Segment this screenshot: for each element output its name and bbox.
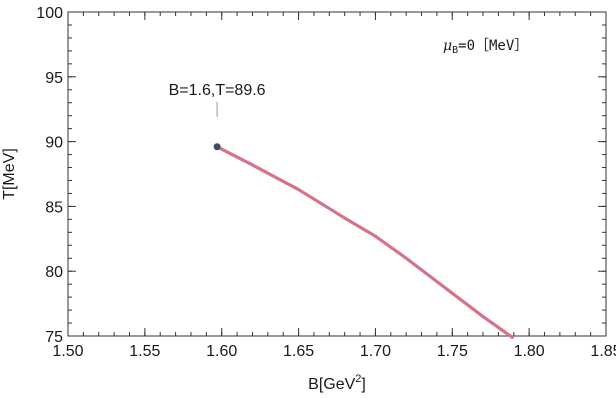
x-axis-label-close: ] bbox=[361, 376, 365, 393]
inset-label-symbol: μ bbox=[443, 38, 452, 54]
x-axis-label-main: B[GeV bbox=[308, 376, 355, 393]
y-tick-labels: 75 80 85 90 95 100 bbox=[36, 5, 63, 346]
plot-frame bbox=[67, 11, 607, 337]
x-axis-label: B[GeV2] bbox=[308, 373, 366, 393]
inset-label-subscript: B bbox=[452, 45, 458, 56]
x-tick-label: 1.75 bbox=[437, 343, 468, 360]
inset-label: μB=0［MeV］ bbox=[443, 38, 528, 56]
y-tick-label: 80 bbox=[45, 264, 63, 281]
y-tick-label: 85 bbox=[45, 199, 63, 216]
axis-ticks bbox=[67, 11, 607, 337]
inset-label-text: =0［MeV］ bbox=[458, 38, 528, 54]
annotation-label: B=1.6,T=89.6 bbox=[169, 82, 266, 99]
x-tick-label: 1.85 bbox=[590, 343, 616, 360]
y-tick-label: 95 bbox=[45, 70, 63, 87]
y-axis-label: T[MeV] bbox=[1, 148, 18, 200]
x-tick-label: 1.60 bbox=[206, 343, 237, 360]
x-tick-label: 1.70 bbox=[360, 343, 391, 360]
x-tick-label: 1.50 bbox=[52, 343, 83, 360]
y-tick-label: 75 bbox=[45, 329, 63, 346]
x-tick-label: 1.55 bbox=[129, 343, 160, 360]
x-tick-labels: 1.50 1.55 1.60 1.65 1.70 1.75 1.80 1.85 bbox=[52, 343, 616, 360]
x-tick-label: 1.80 bbox=[514, 343, 545, 360]
y-tick-label: 90 bbox=[45, 135, 63, 152]
x-axis-label-sup: 2 bbox=[355, 373, 361, 385]
y-tick-label: 100 bbox=[36, 5, 63, 22]
series-line bbox=[215, 145, 514, 339]
x-tick-label: 1.65 bbox=[283, 343, 314, 360]
data-point-marker bbox=[213, 143, 221, 151]
